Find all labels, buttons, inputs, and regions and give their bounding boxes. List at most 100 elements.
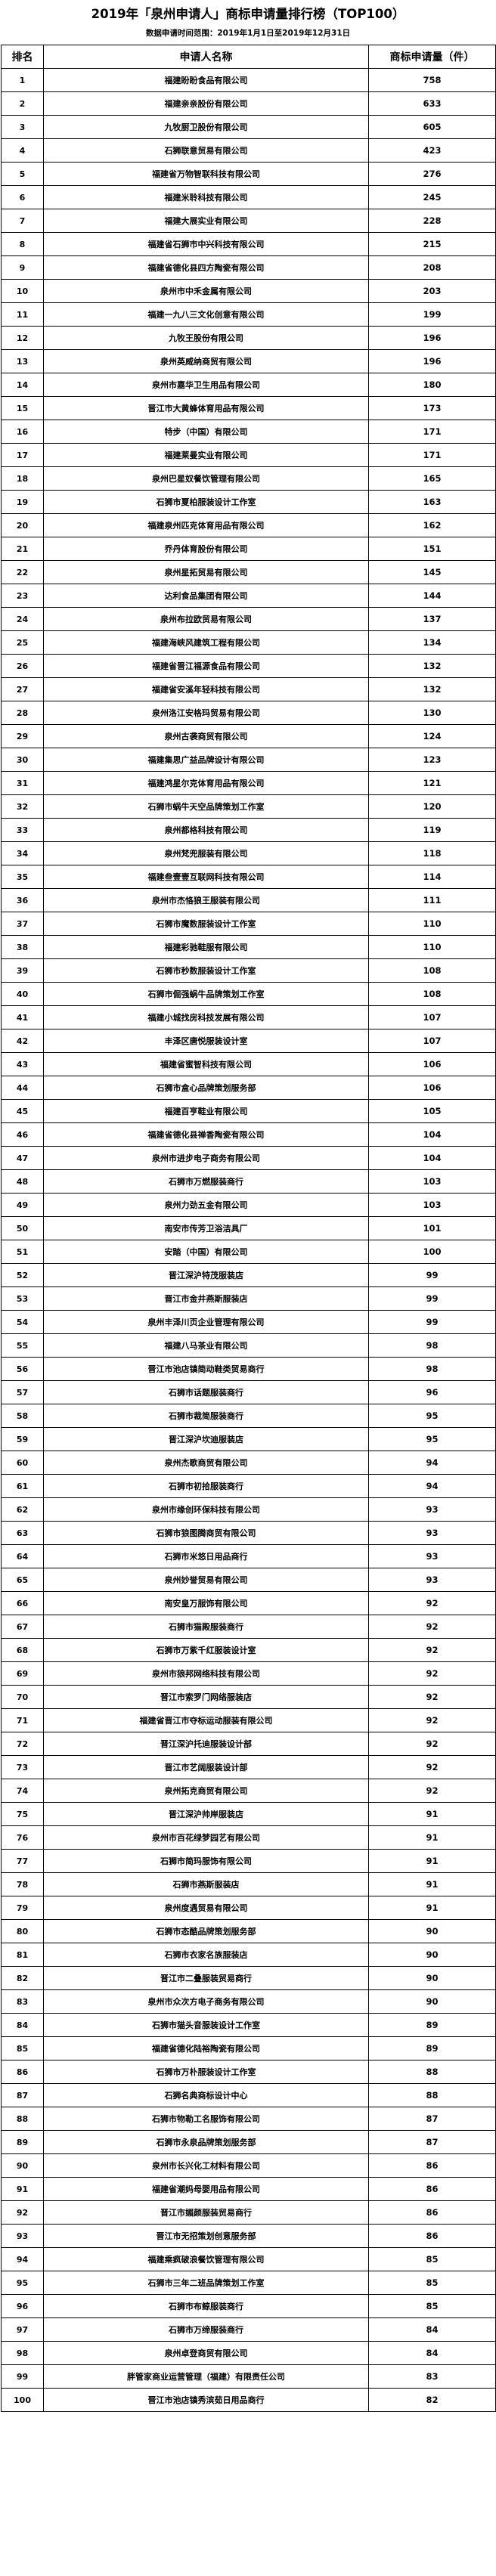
row-applicant-name: 石狮市衣家名族服装店	[43, 1943, 369, 1968]
row-application-count: 84	[368, 2341, 496, 2366]
header-row: 排名 申请人名称 商标申请量（件）	[1, 45, 496, 70]
table-row: 22 泉州星拓贸易有限公司 145	[1, 560, 496, 585]
row-application-count: 91	[368, 1896, 496, 1921]
row-applicant-name: 南安皇万服饰有限公司	[43, 1591, 369, 1616]
row-applicant-name: 泉州市百花绿梦园艺有限公司	[43, 1825, 369, 1850]
table-row: 73 晋江市艺阔服装设计部 92	[1, 1755, 496, 1780]
row-application-count: 145	[368, 560, 496, 585]
row-application-count: 245	[368, 185, 496, 210]
table-row: 85 福建省德化陆裕陶瓷有限公司 89	[1, 2036, 496, 2061]
row-rank: 33	[1, 818, 44, 843]
row-applicant-name: 福建盼盼食品有限公司	[43, 68, 369, 93]
row-application-count: 106	[368, 1052, 496, 1077]
row-applicant-name: 石狮市盒心品牌策划服务部	[43, 1076, 369, 1101]
row-application-count: 86	[368, 2224, 496, 2249]
table-row: 41 福建小城找房科技发展有限公司 107	[1, 1005, 496, 1030]
row-rank: 28	[1, 701, 44, 726]
row-application-count: 92	[368, 1661, 496, 1686]
row-application-count: 92	[368, 1591, 496, 1616]
row-rank: 44	[1, 1076, 44, 1101]
row-application-count: 151	[368, 537, 496, 562]
row-application-count: 92	[368, 1708, 496, 1733]
table-row: 60 泉州杰歌商贸有限公司 94	[1, 1451, 496, 1475]
row-application-count: 92	[368, 1732, 496, 1757]
table-row: 84 石狮市猫头音服装设计工作室 89	[1, 2013, 496, 2038]
row-application-count: 82	[368, 2388, 496, 2413]
row-application-count: 121	[368, 771, 496, 796]
row-applicant-name: 福建亲亲股份有限公司	[43, 91, 369, 116]
row-rank: 98	[1, 2341, 44, 2366]
row-applicant-name: 泉州星拓贸易有限公司	[43, 560, 369, 585]
row-rank: 14	[1, 373, 44, 398]
row-rank: 77	[1, 1849, 44, 1874]
row-rank: 9	[1, 255, 44, 280]
row-rank: 34	[1, 841, 44, 866]
row-rank: 11	[1, 302, 44, 327]
table-row: 67 石狮市猫殿服装商行 92	[1, 1615, 496, 1639]
row-application-count: 196	[368, 326, 496, 351]
row-rank: 2	[1, 91, 44, 116]
row-rank: 59	[1, 1427, 44, 1452]
row-rank: 6	[1, 185, 44, 210]
row-applicant-name: 石狮市猫殿服装商行	[43, 1615, 369, 1639]
table-row: 39 石狮市秒数服装设计工作室 108	[1, 958, 496, 983]
table-row: 98 泉州卓登商贸有限公司 84	[1, 2341, 496, 2366]
row-rank: 15	[1, 396, 44, 421]
row-applicant-name: 福建鸿星尔克体育用品有限公司	[43, 771, 369, 796]
row-applicant-name: 福建省潮妈母婴用品有限公司	[43, 2177, 369, 2202]
row-applicant-name: 晋江市艺阔服装设计部	[43, 1755, 369, 1780]
table-row: 62 泉州市缘创环保科技有限公司 93	[1, 1497, 496, 1522]
row-application-count: 98	[368, 1357, 496, 1382]
row-applicant-name: 泉州妙誉贸易有限公司	[43, 1568, 369, 1593]
table-header: 排名 申请人名称 商标申请量（件）	[1, 45, 496, 70]
row-application-count: 93	[368, 1521, 496, 1546]
row-application-count: 132	[368, 654, 496, 679]
row-rank: 51	[1, 1240, 44, 1265]
row-application-count: 180	[368, 373, 496, 398]
table-row: 15 晋江市大黄蜂体育用品有限公司 173	[1, 396, 496, 421]
row-applicant-name: 石狮名典商标设计中心	[43, 2083, 369, 2108]
row-application-count: 100	[368, 1240, 496, 1265]
row-applicant-name: 石狮市蜗牛天空品牌策划工作室	[43, 794, 369, 819]
row-application-count: 92	[368, 1638, 496, 1663]
row-applicant-name: 晋江市池店镇秀滨茹日用品商行	[43, 2388, 369, 2413]
row-application-count: 111	[368, 888, 496, 913]
row-applicant-name: 泉州都格科技有限公司	[43, 818, 369, 843]
row-application-count: 93	[368, 1544, 496, 1569]
row-rank: 87	[1, 2083, 44, 2108]
row-applicant-name: 福建一九八三文化创意有限公司	[43, 302, 369, 327]
row-application-count: 98	[368, 1333, 496, 1358]
row-applicant-name: 泉州丰泽川页企业管理有限公司	[43, 1310, 369, 1335]
row-applicant-name: 福建省晋江福源食品有限公司	[43, 654, 369, 679]
table-row: 29 泉州古袭商贸有限公司 124	[1, 724, 496, 749]
row-applicant-name: 丰泽区唐悦服装设计室	[43, 1029, 369, 1054]
row-application-count: 107	[368, 1005, 496, 1030]
table-row: 25 福建海峡风建筑工程有限公司 134	[1, 630, 496, 655]
row-rank: 66	[1, 1591, 44, 1616]
row-application-count: 94	[368, 1474, 496, 1499]
row-application-count: 124	[368, 724, 496, 749]
row-application-count: 119	[368, 818, 496, 843]
row-applicant-name: 胖管家商业运营管理（福建）有限责任公司	[43, 2364, 369, 2389]
row-applicant-name: 福建省德化县禅香陶瓷有限公司	[43, 1122, 369, 1147]
row-rank: 31	[1, 771, 44, 796]
table-row: 12 九牧王股份有限公司 196	[1, 326, 496, 351]
table-row: 79 泉州度遇贸易有限公司 91	[1, 1896, 496, 1921]
row-application-count: 93	[368, 1497, 496, 1522]
row-applicant-name: 泉州古袭商贸有限公司	[43, 724, 369, 749]
row-rank: 58	[1, 1404, 44, 1429]
row-application-count: 95	[368, 1404, 496, 1429]
row-rank: 38	[1, 935, 44, 960]
row-application-count: 163	[368, 490, 496, 515]
table-row: 45 福建百亨鞋业有限公司 105	[1, 1099, 496, 1124]
table-row: 99 胖管家商业运营管理（福建）有限责任公司 83	[1, 2364, 496, 2389]
table-row: 26 福建省晋江福源食品有限公司 132	[1, 654, 496, 679]
row-rank: 12	[1, 326, 44, 351]
row-application-count: 171	[368, 420, 496, 444]
row-applicant-name: 福建八马茶业有限公司	[43, 1333, 369, 1358]
row-application-count: 103	[368, 1169, 496, 1194]
row-application-count: 91	[368, 1825, 496, 1850]
row-application-count: 90	[368, 1989, 496, 2014]
row-applicant-name: 晋江市金井燕斯服装店	[43, 1286, 369, 1311]
table-row: 61 石狮市初拾服装商行 94	[1, 1474, 496, 1499]
